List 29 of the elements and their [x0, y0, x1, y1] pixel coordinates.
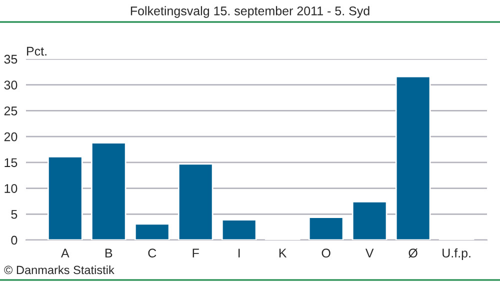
x-tick-label: A: [61, 248, 70, 258]
x-tick-label: K: [279, 248, 287, 258]
chart-title: Folketingsvalg 15. september 2011 - 5. Syd: [130, 6, 370, 18]
bar: [134, 223, 170, 240]
bar: [352, 201, 388, 240]
bar: [395, 76, 431, 240]
x-tick-label: O: [322, 248, 330, 258]
y-tick-label: 0: [11, 236, 18, 245]
text: © Danmarks Statistik: [4, 265, 114, 274]
y-axis-title: Pct.: [27, 46, 46, 56]
y-tick-label: 10: [4, 184, 18, 193]
x-tick-label: F: [192, 248, 199, 258]
y-tick-label: 5: [11, 210, 18, 219]
bar: [90, 142, 126, 240]
x-tick-label: B: [105, 248, 112, 258]
x-tick-label: U.f.p.: [442, 248, 470, 260]
bar: [47, 156, 83, 240]
y-tick-label: 30: [4, 80, 18, 90]
x-tick-label: V: [365, 248, 374, 258]
bar: [308, 216, 344, 240]
y-tick-label: 15: [4, 158, 18, 168]
bar: [221, 219, 257, 240]
x-tick-label: C: [148, 248, 156, 258]
y-tick-label: 25: [4, 106, 18, 116]
y-tick-label: 35: [4, 54, 18, 64]
bar: [178, 163, 214, 240]
x-tick-label: Ø: [408, 248, 418, 258]
y-tick-label: 20: [4, 132, 18, 142]
x-tick-label: I: [238, 248, 240, 258]
